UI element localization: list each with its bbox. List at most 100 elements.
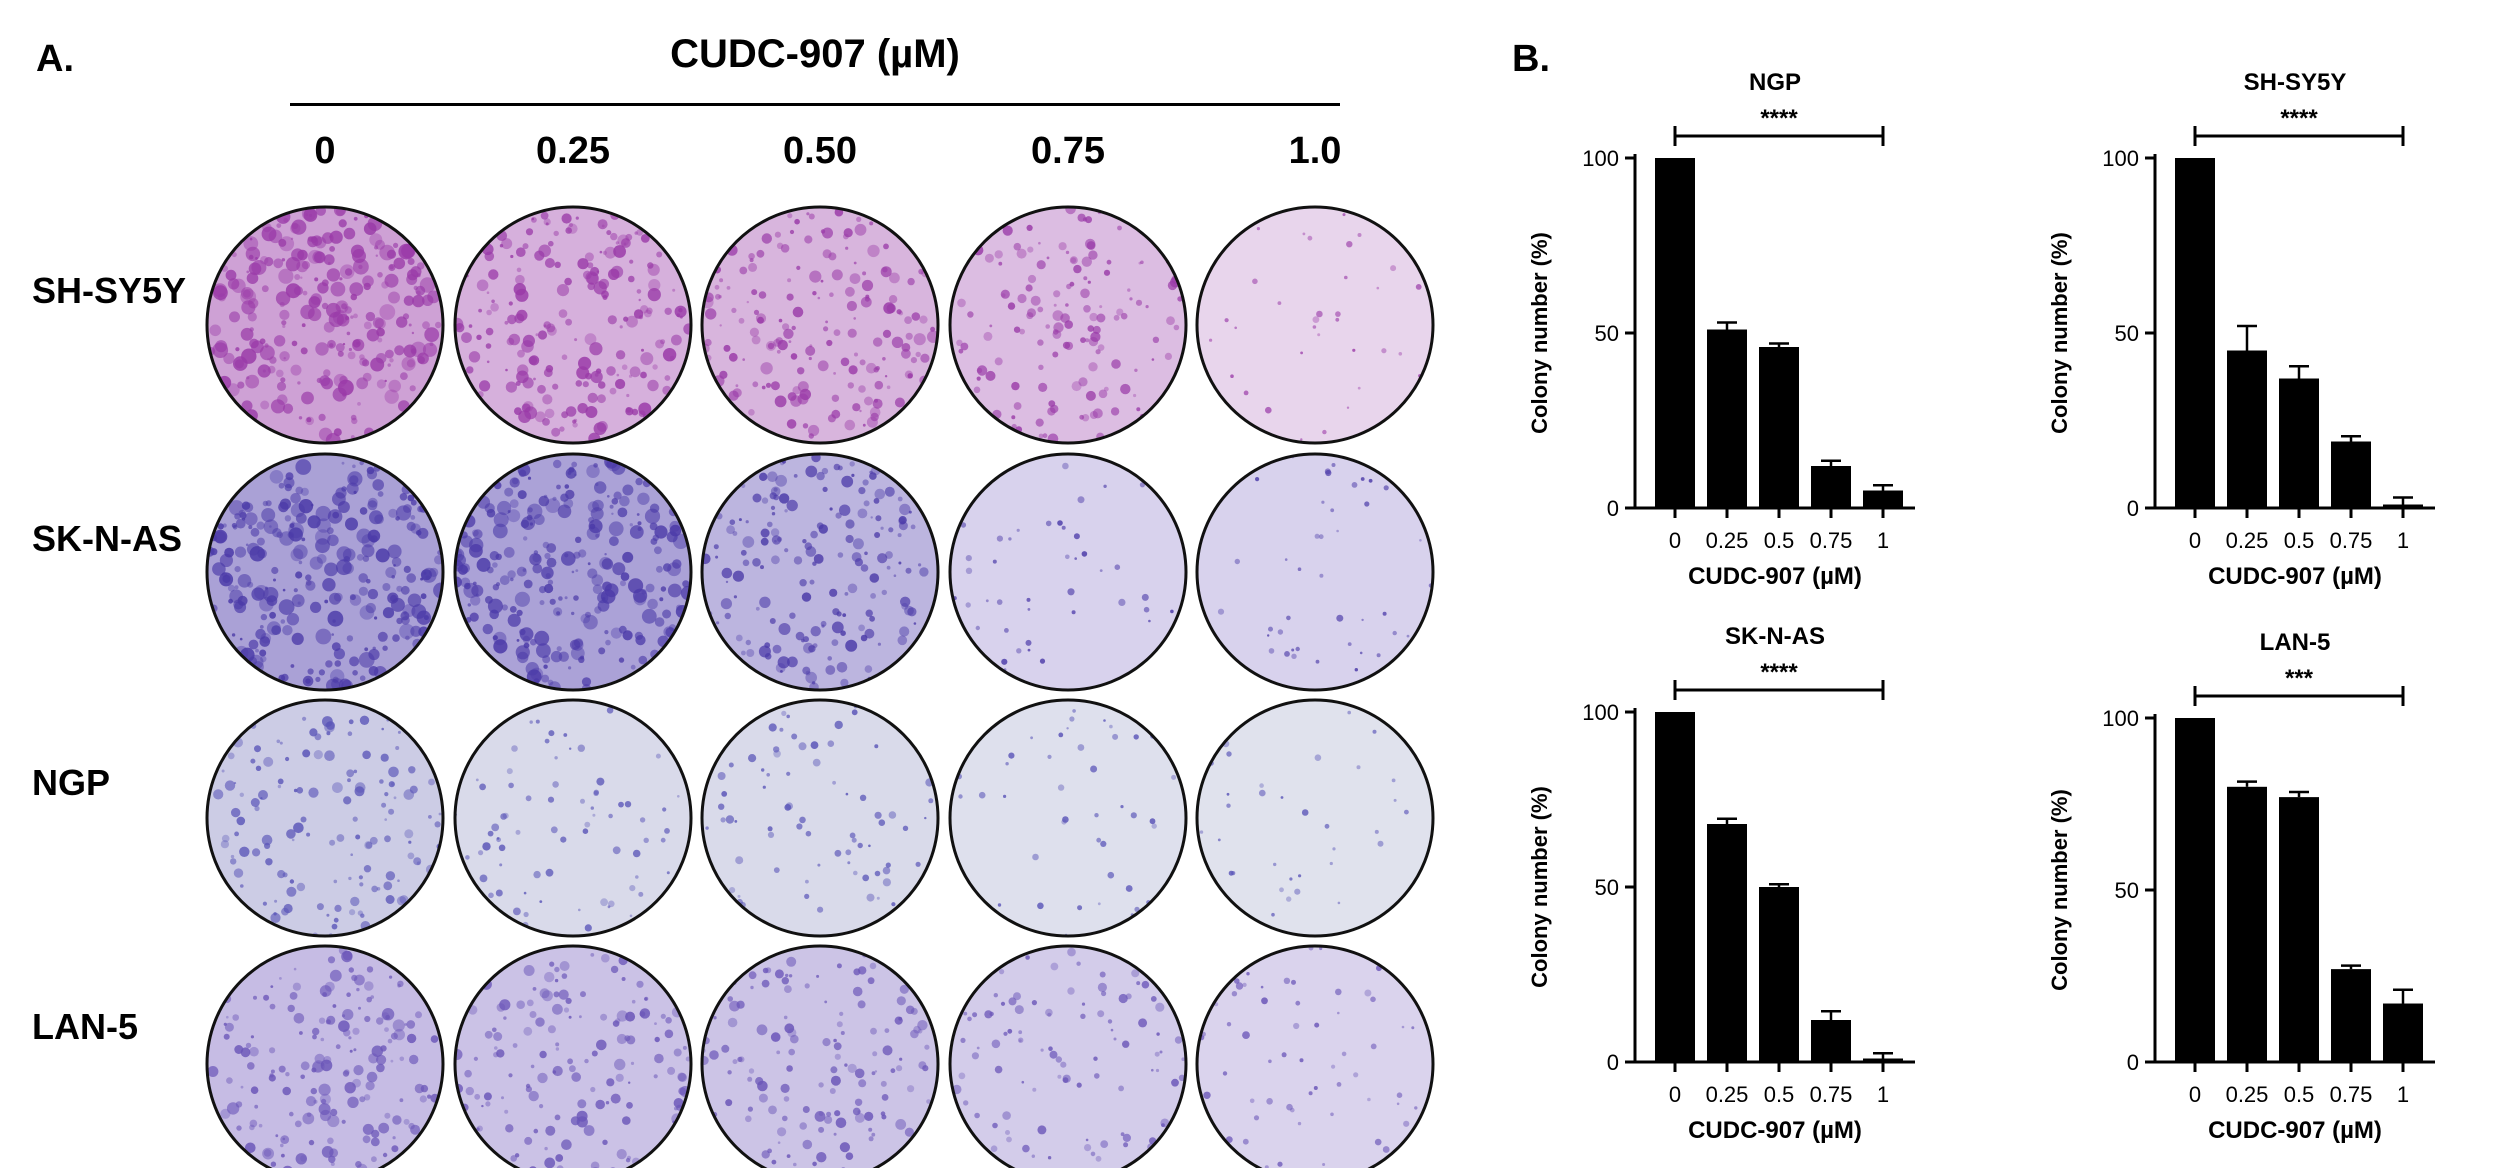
colony-plate (1195, 205, 1435, 445)
x-tick-label: 0.5 (1764, 528, 1795, 553)
x-tick-label: 1 (2397, 1082, 2409, 1107)
x-tick-label: 0.25 (2226, 1082, 2269, 1107)
y-tick-label: 50 (2115, 321, 2139, 346)
x-axis-label: CUDC-907 (µM) (2208, 1117, 2382, 1144)
bar-chart: SH-SY5Y 0 50 100 Colony number (%) 0 0.25 0.5 0.… (2047, 69, 2435, 590)
bar (2175, 718, 2215, 1062)
bar (1863, 1058, 1903, 1062)
x-tick-label: 0.5 (1764, 1082, 1795, 1107)
bar (1811, 1020, 1851, 1062)
chart-title: NGP (1749, 69, 1801, 96)
bar (2331, 969, 2371, 1062)
colony-plate-grid (205, 205, 1435, 1168)
bar (1655, 712, 1695, 1062)
y-tick-label: 100 (1582, 146, 1619, 171)
y-axis-label: Colony number (%) (1527, 232, 1552, 434)
panel-b-letter: B. (1512, 38, 1550, 80)
colony-plate (700, 205, 940, 445)
bar-chart: SK-N-AS 0 50 100 Colony number (%) 0 0.25 0.5 0.… (1527, 623, 1915, 1144)
bar (1863, 490, 1903, 508)
row-label-lan-5: LAN-5 (32, 1006, 138, 1047)
colony-plate (453, 205, 693, 445)
dose-label-3: 0.75 (1031, 130, 1105, 172)
x-tick-label: 0.25 (1706, 528, 1749, 553)
x-tick-label: 0.25 (1706, 1082, 1749, 1107)
y-tick-label: 50 (2115, 878, 2139, 903)
colony-plate (453, 452, 693, 692)
y-tick-label: 50 (1595, 321, 1619, 346)
bar (1759, 887, 1799, 1062)
colony-plate (205, 452, 445, 692)
colony-plate (948, 205, 1188, 445)
bar (1707, 329, 1747, 508)
dose-label-2: 0.50 (783, 130, 857, 172)
x-tick-label: 0 (1669, 1082, 1681, 1107)
title-rule (290, 103, 1340, 106)
bar (1759, 347, 1799, 508)
x-tick-label: 0.75 (2330, 528, 2373, 553)
dose-label-4: 1.0 (1288, 130, 1342, 172)
x-tick-label: 0.75 (1810, 1082, 1853, 1107)
panel-a-letter: A. (36, 38, 74, 80)
bar (2175, 158, 2215, 508)
chart-title: SK-N-AS (1725, 623, 1825, 650)
bar (2227, 786, 2267, 1062)
y-tick-label: 0 (1607, 1050, 1619, 1075)
x-tick-label: 0 (2189, 1082, 2201, 1107)
significance-stars: **** (2280, 105, 2318, 132)
y-axis-label: Colony number (%) (2047, 789, 2072, 991)
dose-label-1: 0.25 (536, 130, 610, 172)
panel-a-drug-title: CUDC-907 (µM) (670, 32, 960, 76)
y-tick-label: 50 (1595, 875, 1619, 900)
x-tick-label: 0.25 (2226, 528, 2269, 553)
chart-title: SH-SY5Y (2244, 69, 2347, 96)
y-axis-label: Colony number (%) (2047, 232, 2072, 434)
x-axis-label: CUDC-907 (µM) (1688, 1117, 1862, 1144)
bar-chart: NGP 0 50 100 Colony number (%) 0 0.25 0.5 0.75 1C… (1527, 69, 1915, 590)
row-label-sh-sy5y: SH-SY5Y (32, 270, 187, 311)
significance-stars: **** (1760, 659, 1798, 686)
colony-plate (700, 452, 940, 692)
colony-plate (700, 944, 940, 1168)
x-tick-label: 0 (1669, 528, 1681, 553)
colony-plate (1195, 944, 1435, 1168)
x-axis-label: CUDC-907 (µM) (1688, 563, 1862, 590)
y-tick-label: 100 (2102, 706, 2139, 731)
colony-plate (453, 944, 693, 1168)
row-label-ngp: NGP (32, 762, 111, 803)
bar (2227, 350, 2267, 508)
colony-plate (700, 698, 940, 938)
x-tick-label: 1 (1877, 528, 1889, 553)
colony-plate (948, 698, 1188, 938)
bar (2279, 797, 2319, 1062)
colony-plate (1195, 698, 1435, 938)
x-axis-label: CUDC-907 (µM) (2208, 563, 2382, 590)
colony-plate (453, 698, 693, 938)
dose-label-0: 0 (314, 130, 336, 172)
significance-stars: **** (1760, 105, 1798, 132)
colony-plate (205, 698, 445, 938)
x-tick-label: 0 (2189, 528, 2201, 553)
row-label-sk-n-as: SK-N-AS (32, 518, 182, 559)
y-tick-label: 0 (1607, 496, 1619, 521)
colony-plate (1195, 452, 1435, 692)
bar (2383, 1003, 2423, 1062)
x-tick-label: 0.75 (1810, 528, 1853, 553)
y-tick-label: 0 (2127, 1050, 2139, 1075)
x-tick-label: 1 (1877, 1082, 1889, 1107)
bar (2331, 441, 2371, 508)
significance-stars: *** (2285, 665, 2314, 692)
bar (1655, 158, 1695, 508)
x-tick-label: 0.5 (2284, 1082, 2315, 1107)
x-tick-label: 0.75 (2330, 1082, 2373, 1107)
y-tick-label: 100 (1582, 700, 1619, 725)
bar (2383, 504, 2423, 508)
x-tick-label: 1 (2397, 528, 2409, 553)
y-tick-label: 0 (2127, 496, 2139, 521)
bar-chart: LAN-5 0 50 100 Colony number (%) 0 0.25 0.5 0.75… (2047, 629, 2435, 1144)
x-tick-label: 0.5 (2284, 528, 2315, 553)
chart-title: LAN-5 (2260, 629, 2331, 656)
y-axis-label: Colony number (%) (1527, 786, 1552, 988)
colony-plate (948, 452, 1188, 692)
